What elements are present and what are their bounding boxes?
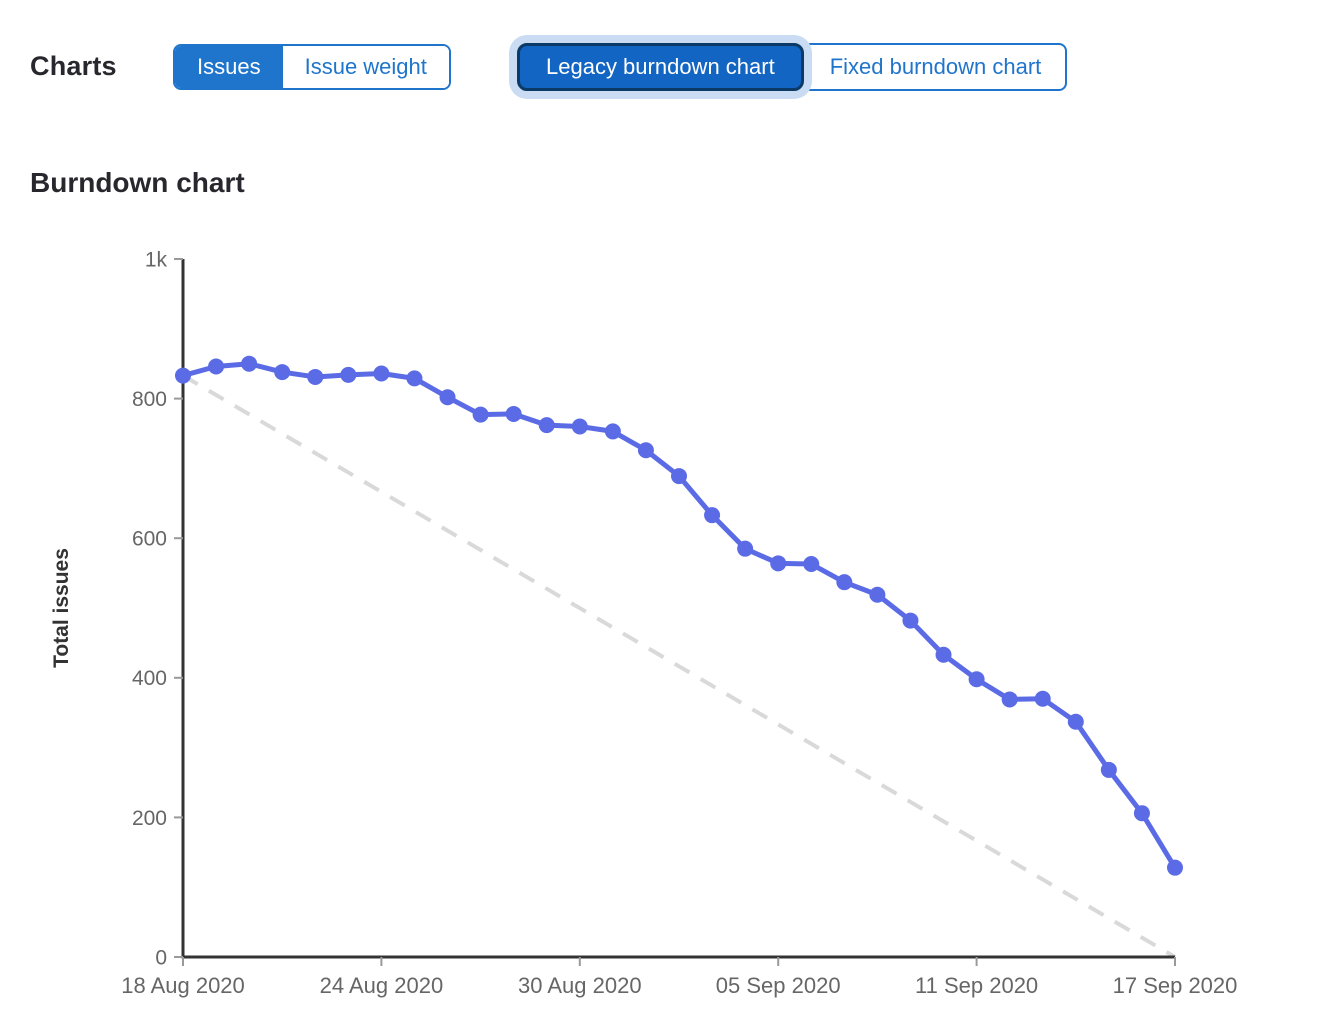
- data-point[interactable]: [671, 468, 687, 485]
- y-axis-tick-label: 800: [132, 388, 167, 411]
- data-point[interactable]: [307, 368, 324, 385]
- x-axis-tick-label: 18 Aug 2020: [121, 973, 245, 998]
- data-point[interactable]: [637, 442, 654, 459]
- legacy-burndown-chart-button[interactable]: Legacy burndown chart: [517, 43, 804, 91]
- chart-title: Burndown chart: [30, 167, 245, 198]
- data-point[interactable]: [803, 556, 820, 573]
- x-axis-tick-label: 17 Sep 2020: [1113, 973, 1238, 998]
- charts-section-label: Charts: [30, 51, 117, 81]
- data-point[interactable]: [241, 355, 258, 372]
- data-point[interactable]: [836, 574, 853, 591]
- data-point[interactable]: [373, 365, 390, 382]
- data-point[interactable]: [704, 507, 721, 524]
- y-axis-tick-label: 1k: [145, 248, 168, 271]
- data-point[interactable]: [208, 358, 225, 375]
- data-point[interactable]: [902, 612, 919, 629]
- data-point[interactable]: [571, 418, 588, 435]
- y-axis-tick-label: 0: [155, 946, 167, 969]
- y-axis-tick-label: 200: [132, 807, 167, 830]
- data-point[interactable]: [340, 366, 357, 383]
- data-point[interactable]: [968, 671, 985, 688]
- data-point[interactable]: [1133, 805, 1150, 822]
- data-point[interactable]: [869, 586, 886, 603]
- burndown-line: [180, 361, 1178, 871]
- data-point[interactable]: [472, 406, 489, 423]
- ideal-burndown-line: [181, 373, 1177, 959]
- data-point[interactable]: [1100, 761, 1117, 778]
- data-point[interactable]: [604, 423, 621, 440]
- y-axis-title: Total issues: [50, 548, 73, 668]
- x-axis-tick-label: 05 Sep 2020: [716, 973, 841, 998]
- data-point[interactable]: [406, 370, 423, 387]
- data-point[interactable]: [538, 417, 555, 434]
- chart-type-toggle-group: Legacy burndown chart Fixed burndown cha…: [517, 43, 1068, 91]
- x-axis-tick-label: 30 Aug 2020: [518, 973, 642, 998]
- x-axis-tick-label: 11 Sep 2020: [915, 973, 1038, 998]
- y-axis-tick-label: 600: [132, 528, 167, 551]
- data-point[interactable]: [770, 555, 787, 572]
- data-point[interactable]: [737, 540, 754, 557]
- data-point[interactable]: [1034, 690, 1051, 707]
- data-point[interactable]: [1167, 859, 1183, 876]
- issues-toggle-button[interactable]: Issues: [175, 46, 283, 88]
- y-axis-tick-label: 400: [132, 667, 167, 690]
- x-axis-tick-label: 24 Aug 2020: [320, 973, 444, 998]
- data-point[interactable]: [439, 389, 456, 406]
- fixed-burndown-chart-button[interactable]: Fixed burndown chart: [787, 43, 1068, 91]
- axis-lines: [181, 259, 1175, 959]
- data-point[interactable]: [1067, 713, 1084, 730]
- data-point[interactable]: [505, 405, 522, 422]
- data-point[interactable]: [935, 646, 952, 663]
- issue-weight-toggle-button[interactable]: Issue weight: [282, 46, 449, 88]
- data-point[interactable]: [1001, 691, 1018, 708]
- data-point[interactable]: [274, 364, 291, 381]
- metric-toggle-group: Issues Issue weight: [173, 44, 451, 90]
- data-point[interactable]: [175, 367, 191, 384]
